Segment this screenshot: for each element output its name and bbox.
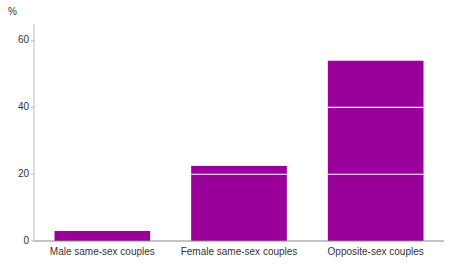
chart-svg: 0 20 40 60 Male same-sex couples Female same-…: [0, 0, 454, 265]
y-axis-line: [34, 24, 35, 241]
bar-divider: [328, 174, 424, 175]
y-tick-label: 0: [23, 235, 29, 246]
bar: [55, 231, 151, 241]
y-tick: [31, 174, 34, 175]
bar-divider: [328, 107, 424, 108]
chart-container: 0 20 40 60 Male same-sex couples Female same-…: [0, 0, 454, 265]
y-tick-label: 60: [18, 34, 30, 45]
y-tick: [31, 40, 34, 41]
x-tick-label: Male same-sex couples: [50, 246, 155, 257]
bar: [328, 61, 424, 241]
x-tick-label: Opposite-sex couples: [328, 246, 424, 257]
y-tick-label: 20: [18, 168, 30, 179]
x-tick-label: Female same-sex couples: [181, 246, 298, 257]
y-axis-label: %: [8, 6, 17, 17]
y-tick: [31, 107, 34, 108]
y-tick-label: 40: [18, 101, 30, 112]
bar: [191, 166, 287, 241]
plot-area: [55, 61, 424, 241]
x-axis-line: [34, 241, 444, 242]
bar-divider: [191, 174, 287, 175]
y-tick: [31, 241, 34, 242]
